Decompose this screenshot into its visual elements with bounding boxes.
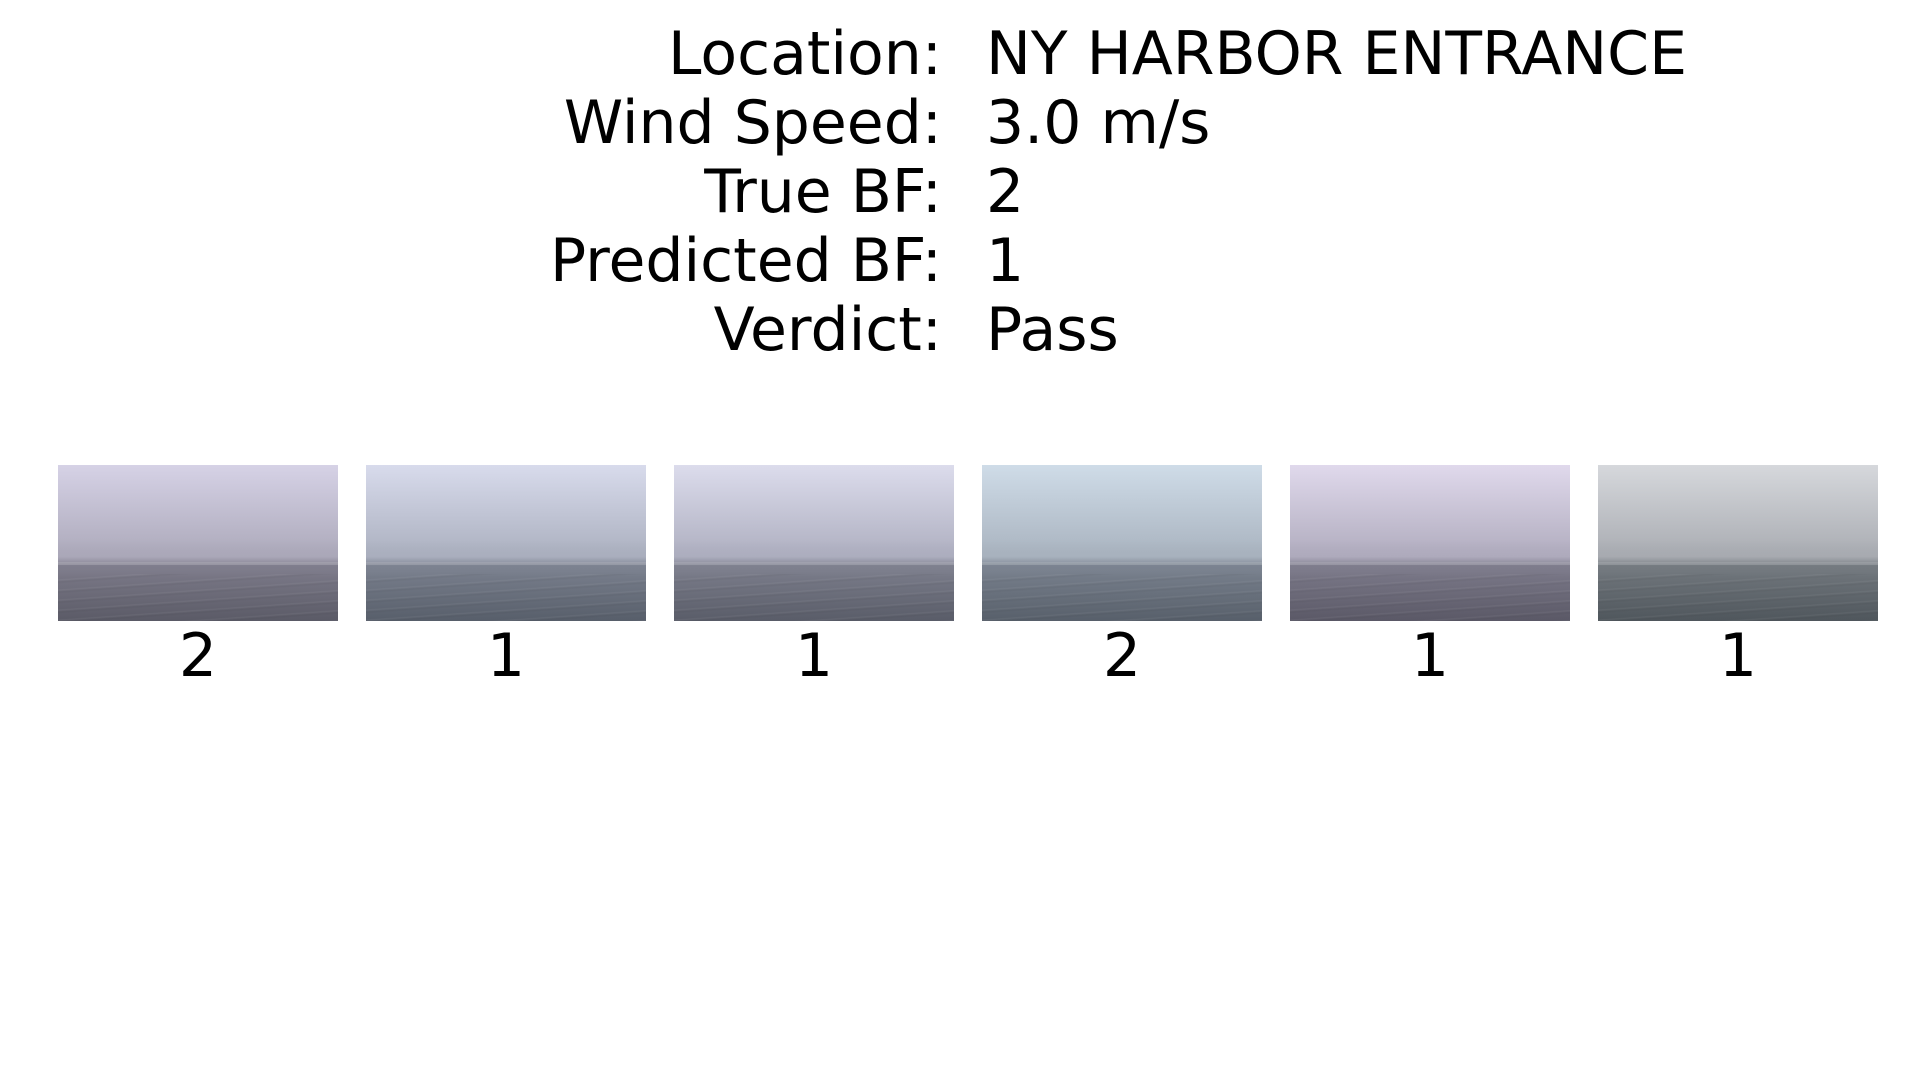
wind-speed-value: 3.0 m/s (986, 88, 1211, 158)
thumbnail-label: 1 (794, 621, 834, 691)
horizon-haze (674, 539, 954, 578)
thumbnail-label: 2 (178, 621, 218, 691)
location-row: Location: NY HARBOR ENTRANCE (0, 20, 1920, 89)
true-bf-value: 2 (986, 157, 1025, 227)
horizon-haze (58, 539, 338, 578)
info-panel: Location: NY HARBOR ENTRANCE Wind Speed:… (0, 20, 1920, 365)
thumbnail: 1 (674, 465, 954, 691)
verdict-row: Verdict: Pass (0, 296, 1920, 365)
wind-speed-row: Wind Speed: 3.0 m/s (0, 89, 1920, 158)
wave-texture (1598, 574, 1878, 621)
thumbnail: 1 (1598, 465, 1878, 691)
sea-image (1598, 465, 1878, 621)
thumbnail: 1 (366, 465, 646, 691)
wave-texture (1290, 574, 1570, 621)
sea-image (1290, 465, 1570, 621)
thumbnail: 2 (58, 465, 338, 691)
sea-image (982, 465, 1262, 621)
verdict-label: Verdict: (713, 295, 942, 365)
location-value: NY HARBOR ENTRANCE (986, 19, 1687, 89)
verdict-value: Pass (986, 295, 1119, 365)
thumbnail: 2 (982, 465, 1262, 691)
wave-texture (366, 574, 646, 621)
sea-image (674, 465, 954, 621)
thumbnail-label: 2 (1102, 621, 1142, 691)
wave-texture (58, 574, 338, 621)
thumbnail-strip: 2 1 1 2 (58, 465, 1878, 705)
horizon-haze (366, 539, 646, 578)
location-label: Location: (668, 19, 942, 89)
predicted-bf-value: 1 (986, 226, 1025, 296)
horizon-haze (1290, 539, 1570, 578)
true-bf-label: True BF: (704, 157, 942, 227)
wave-texture (674, 574, 954, 621)
predicted-bf-row: Predicted BF: 1 (0, 227, 1920, 296)
horizon-haze (982, 539, 1262, 578)
thumbnail: 1 (1290, 465, 1570, 691)
sea-image (366, 465, 646, 621)
true-bf-row: True BF: 2 (0, 158, 1920, 227)
horizon-haze (1598, 539, 1878, 578)
thumbnail-label: 1 (1718, 621, 1758, 691)
wind-speed-label: Wind Speed: (563, 88, 942, 158)
thumbnail-label: 1 (486, 621, 526, 691)
predicted-bf-label: Predicted BF: (550, 226, 942, 296)
thumbnail-label: 1 (1410, 621, 1450, 691)
wave-texture (982, 574, 1262, 621)
sea-image (58, 465, 338, 621)
